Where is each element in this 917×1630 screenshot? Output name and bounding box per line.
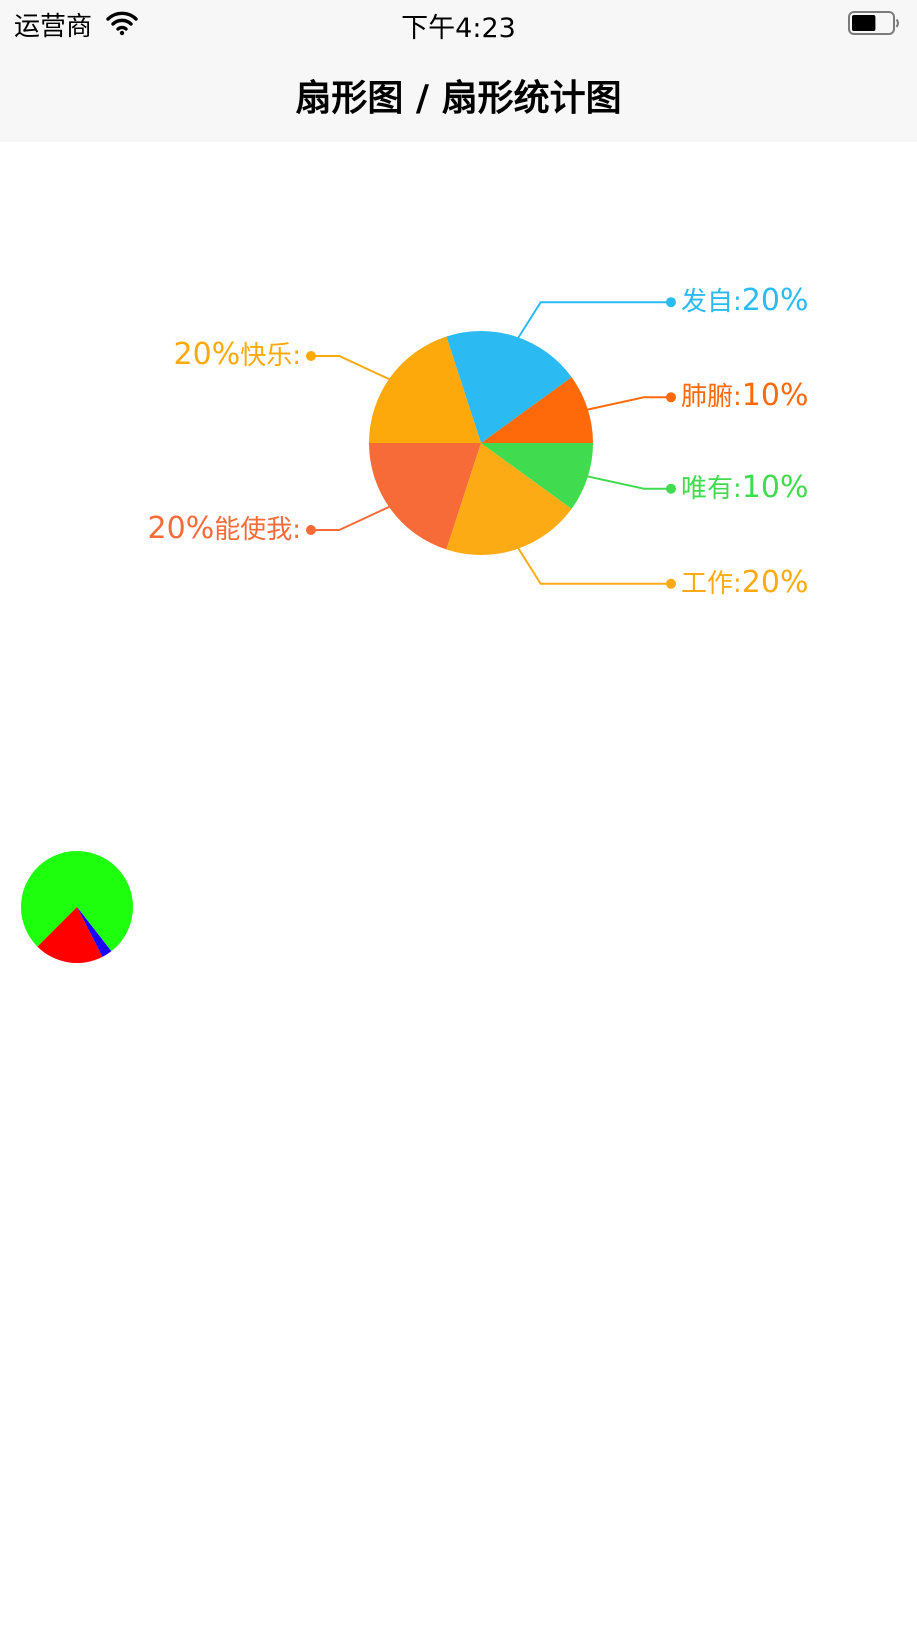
pie-slice xyxy=(481,443,593,509)
pie-chart xyxy=(306,297,676,589)
pie-leader-line xyxy=(311,500,401,531)
pie-leader-dot xyxy=(306,525,316,535)
battery-icon xyxy=(848,11,899,35)
slice-percent: 20% xyxy=(147,510,215,546)
slice-percent: 20% xyxy=(173,337,241,372)
pie-leader-line xyxy=(311,355,401,386)
pie-leader-dot xyxy=(666,483,676,494)
slice-name: 肺腑: xyxy=(681,382,742,413)
pie-slice-label: 20%能使我: xyxy=(147,510,301,546)
pie-leader-line xyxy=(575,396,671,414)
pie-leader-line xyxy=(511,301,671,349)
page-title: 扇形图 / 扇形统计图 xyxy=(295,78,622,119)
pie-slice xyxy=(369,336,481,443)
pie-slice xyxy=(481,377,593,443)
slice-percent: 20% xyxy=(741,283,809,319)
pie-slice-label: 20%快乐: xyxy=(174,340,301,370)
pie-slice-label: 肺腑:10% xyxy=(681,381,808,411)
pie-leader-dot xyxy=(666,392,676,403)
pie-slice-label: 工作:20% xyxy=(681,564,809,600)
slice-name: 唯有: xyxy=(681,473,742,504)
slice-name: 快乐: xyxy=(240,341,301,371)
small-pie-slice xyxy=(21,851,133,952)
content-area: 肺腑:10% 发自:20% 20%快乐: 20%能使我: 工作:20% 唯有:10% xyxy=(0,142,917,1630)
slice-name: 能使我: xyxy=(214,514,301,545)
slice-percent: 10% xyxy=(741,378,809,414)
pie-slice xyxy=(369,443,481,550)
status-bar: 运营商 下午4:23 xyxy=(0,0,917,48)
slice-percent: 20% xyxy=(741,564,809,600)
small-pie-chart xyxy=(21,851,133,963)
slice-name: 工作: xyxy=(681,568,742,599)
slice-name: 发自: xyxy=(681,287,742,318)
carrier-label: 运营商 xyxy=(14,12,93,42)
navigation-bar: 扇形图 / 扇形统计图 xyxy=(0,48,917,142)
pie-slice-label: 唯有:10% xyxy=(681,469,809,505)
pie-slice xyxy=(446,330,572,443)
pie-leader-line xyxy=(575,472,671,490)
pie-slice-label: 发自:20% xyxy=(681,286,808,316)
slice-percent: 10% xyxy=(741,469,809,505)
pie-leader-dot xyxy=(666,297,676,308)
pie-leader-line xyxy=(511,537,671,585)
small-pie-slice xyxy=(37,907,103,963)
pie-leader-dot xyxy=(306,351,316,361)
wifi-icon xyxy=(106,11,138,36)
clock-time: 下午4:23 xyxy=(401,13,516,44)
small-pie-slice xyxy=(77,907,112,957)
pie-slice xyxy=(446,443,572,556)
pie-leader-dot xyxy=(666,578,676,589)
